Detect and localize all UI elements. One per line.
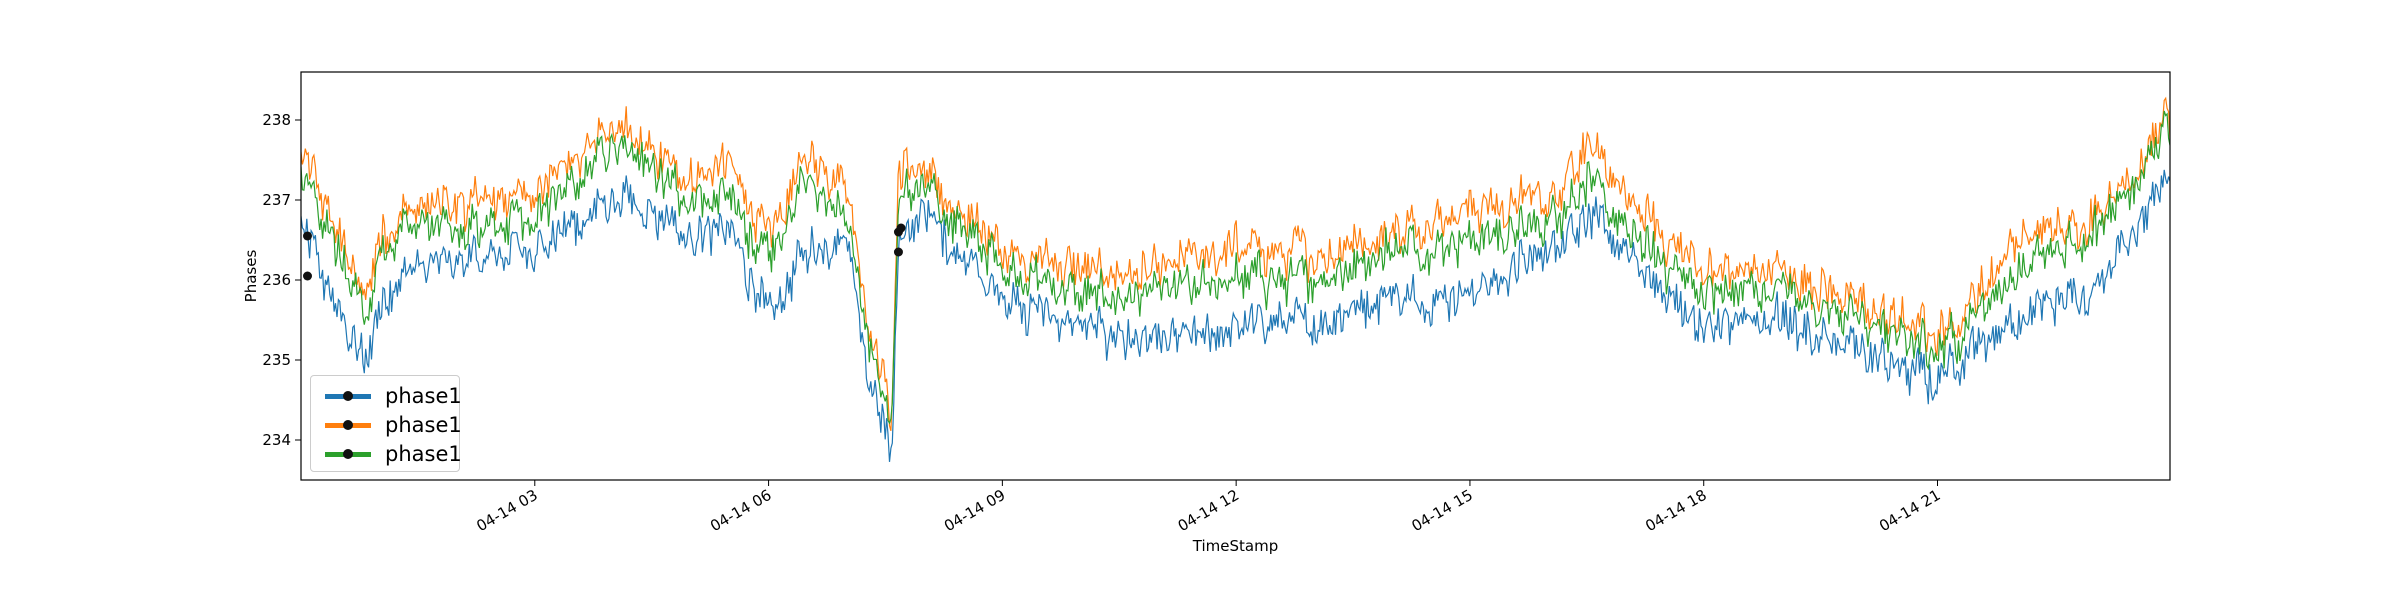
y-axis-label: Phases <box>242 250 260 303</box>
series-line-3 <box>301 110 2170 425</box>
data-marker <box>302 231 312 241</box>
y-axis: 234 235 236 237 238 <box>262 111 301 449</box>
legend-marker-icon <box>343 391 353 401</box>
data-marker <box>896 223 906 233</box>
data-marker <box>893 247 903 257</box>
x-axis: 04-14 03 04-14 06 04-14 09 04-14 12 04-14 15… <box>473 480 1944 535</box>
y-tick-label: 234 <box>262 431 291 449</box>
legend-item: phase1 <box>321 413 462 437</box>
legend-marker-icon <box>343 449 353 459</box>
data-marker <box>302 271 312 281</box>
series-line-2 <box>301 96 2170 432</box>
series-layer <box>301 96 2170 462</box>
x-tick-label: 04-14 12 <box>1175 486 1242 535</box>
plot-frame <box>300 71 2171 481</box>
x-tick-label: 04-14 15 <box>1409 486 1476 535</box>
legend: phase1 phase1 phase1 <box>310 375 462 472</box>
series-line-1 <box>301 169 2170 462</box>
x-tick-label: 04-14 21 <box>1876 486 1943 535</box>
y-tick-label: 237 <box>262 191 291 209</box>
legend-item: phase1 <box>321 442 462 466</box>
x-tick-label: 04-14 09 <box>941 486 1008 535</box>
legend-label: phase1 <box>385 384 462 408</box>
legend-label: phase1 <box>385 413 462 437</box>
legend-marker-icon <box>343 420 353 430</box>
legend-item: phase1 <box>321 384 462 408</box>
legend-label: phase1 <box>385 442 462 466</box>
x-tick-label: 04-14 06 <box>707 486 774 535</box>
marker-layer <box>302 223 906 281</box>
y-tick-label: 235 <box>262 351 291 369</box>
x-axis-label: TimeStamp <box>1192 537 1278 555</box>
y-tick-label: 236 <box>262 271 291 289</box>
x-tick-label: 04-14 03 <box>473 486 540 535</box>
x-tick-label: 04-14 18 <box>1642 486 1709 535</box>
y-tick-label: 238 <box>262 111 291 129</box>
